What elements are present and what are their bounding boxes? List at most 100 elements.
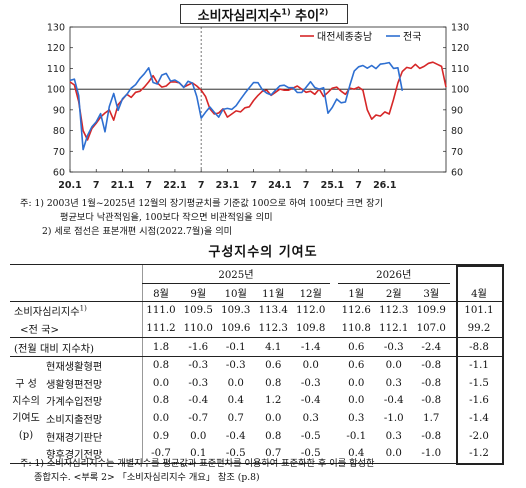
change-cell-current: -8.8 [454, 337, 504, 357]
series-line-national [69, 61, 404, 151]
section-title: 구성지수의 기여도 [208, 245, 318, 260]
side-label-line: 구 성 [15, 378, 37, 390]
month-header-current: 4월 [454, 283, 504, 303]
component-cell-current: -1.4 [469, 413, 489, 425]
month-header: 3월 [412, 283, 450, 303]
national-cell: 112.1 [375, 319, 413, 339]
component-label: 생활형편전망 [46, 379, 103, 391]
legend-label: 대전세종충남 [317, 31, 372, 43]
change-cell: -1.4 [292, 337, 330, 357]
component-cell: -1.0 [412, 444, 450, 464]
national-cell: 111.2 [141, 319, 180, 339]
component-cell: 0.0 [302, 360, 319, 372]
y-tick-label-left: 110 [47, 64, 65, 75]
component-cell: 0.9 [141, 427, 180, 445]
side-label-line: 지수의 [12, 395, 40, 407]
note-top-2: 평균보다 낙관적임을, 100보다 작으면 비관적임을 의미 [60, 212, 273, 223]
month-header: 11월 [254, 283, 292, 303]
month-header: 2월 [375, 283, 413, 303]
title-sup2: 2) [319, 7, 329, 17]
x-tick-label: 7 [250, 180, 257, 191]
change-cell: 0.6 [337, 337, 375, 357]
y-tick-label-right: 130 [451, 23, 469, 34]
csi-cell: 112.6 [341, 305, 371, 317]
note-bottom-1: 주: 1) 소비자심리지수는 개별지수를 평균값과 표준편차를 이용하여 표준화… [20, 458, 375, 469]
component-cell: 0.4 [337, 444, 375, 464]
component-cell: -0.4 [188, 395, 209, 407]
chart-gridlines [70, 27, 446, 172]
y-tick-label-right: 70 [451, 147, 463, 158]
x-tick-label: 22.1 [163, 180, 186, 191]
component-cell: 0.8 [265, 430, 282, 442]
component-cell: 0.8 [141, 392, 180, 410]
national-cell: 109.8 [292, 319, 330, 339]
component-cell: 0.0 [141, 409, 180, 428]
component-cell: 0.4 [227, 395, 244, 407]
component-cell-current: -2.0 [469, 430, 489, 442]
csi-label-text: 소비자심리지수 [14, 307, 80, 319]
x-tick-label: 21.1 [111, 180, 134, 191]
csi-cell: 111.0 [141, 301, 180, 320]
x-tick-label: 23.1 [216, 180, 239, 191]
component-row: 소비지출전망 0.0 -0.7 0.7 0.0 0.3 0.3 -1.0 1.7 -1.4 [10, 409, 504, 428]
component-cell: -0.3 [188, 360, 209, 372]
component-label: 현재경기판단 [46, 432, 103, 444]
component-cell: 0.0 [375, 444, 413, 464]
year-2026-header: 2026년 [337, 264, 450, 284]
component-cell: 0.3 [385, 377, 402, 389]
component-cell: 0.0 [348, 395, 365, 407]
change-cell: -1.6 [179, 337, 217, 357]
component-cell: 0.7 [227, 413, 244, 425]
component-cell-current: -1.6 [469, 395, 489, 407]
month-header: 9월 [179, 283, 217, 303]
y-tick-label-left: 60 [53, 168, 65, 179]
component-cell: -1.0 [383, 413, 404, 425]
component-cell: -0.3 [300, 377, 321, 389]
component-cell: 0.6 [348, 360, 365, 372]
national-cell: 110.0 [179, 319, 217, 339]
title-main: 소비자심리지수 [197, 9, 282, 24]
y-tick-label-right: 120 [451, 43, 469, 54]
national-cell: 110.8 [337, 319, 375, 339]
x-tick-label: 20.1 [58, 180, 81, 191]
side-label-line: (p) [18, 429, 34, 441]
change-cell: -0.3 [375, 337, 413, 357]
title-rest: 추이 [295, 9, 320, 24]
y-tick-label-left: 120 [47, 43, 65, 54]
component-cell: 0.0 [348, 377, 365, 389]
component-cell: 0.0 [227, 377, 244, 389]
x-tick-label: 25.1 [321, 180, 344, 191]
csi-label-sup: 1) [79, 305, 87, 314]
change-label: (전월 대비 지수차) [10, 337, 142, 357]
component-cell-current: -1.2 [454, 444, 504, 464]
y-tick-label-right: 60 [451, 168, 463, 179]
component-cell: 0.0 [190, 430, 207, 442]
component-row: 생활형편전망 0.0 -0.3 0.0 0.8 -0.3 0.0 0.3 -0.8 -1.5 [10, 374, 504, 393]
y-tick-label-left: 130 [47, 23, 65, 34]
component-label: 가계수입전망 [46, 397, 103, 409]
y-tick-label-right: 100 [451, 85, 469, 96]
component-cell: -0.3 [188, 377, 209, 389]
y-tick-label-left: 70 [53, 147, 65, 158]
national-cell: 107.0 [412, 319, 450, 339]
component-cell: -0.4 [300, 395, 321, 407]
component-cell: 0.1 [179, 444, 217, 464]
component-cell: 0.8 [141, 356, 180, 375]
component-cell: 1.7 [423, 413, 440, 425]
x-tick-label: 24.1 [268, 180, 291, 191]
legend-label: 전국 [403, 31, 421, 43]
csi-cell: 109.5 [183, 305, 213, 317]
title-sup: 1) [281, 7, 291, 17]
component-cell: -0.5 [217, 444, 255, 464]
component-row: 현재경기판단 0.9 0.0 -0.4 0.8 -0.5 -0.1 0.3 -0.8 -2.0 [10, 427, 504, 445]
chart-axes: 130 130 120 120 110 110 100 100 90 90 80 80 70 70 60 60… [47, 23, 469, 192]
component-label: 소비지출전망 [46, 415, 103, 427]
component-cell: -0.3 [225, 360, 246, 372]
component-row: 구 성 지수의 기여도 (p) 현재생활형편 0.8 -0.3 -0.3 0.6 0.0 0.6 0.… [10, 356, 504, 464]
national-cell: 109.6 [217, 319, 255, 339]
y-tick-label-right: 110 [451, 64, 469, 75]
component-cell: -0.1 [346, 430, 367, 442]
x-tick-label: 7 [145, 180, 152, 191]
y-tick-label-left: 100 [47, 85, 65, 96]
component-cell: -0.8 [421, 360, 442, 372]
